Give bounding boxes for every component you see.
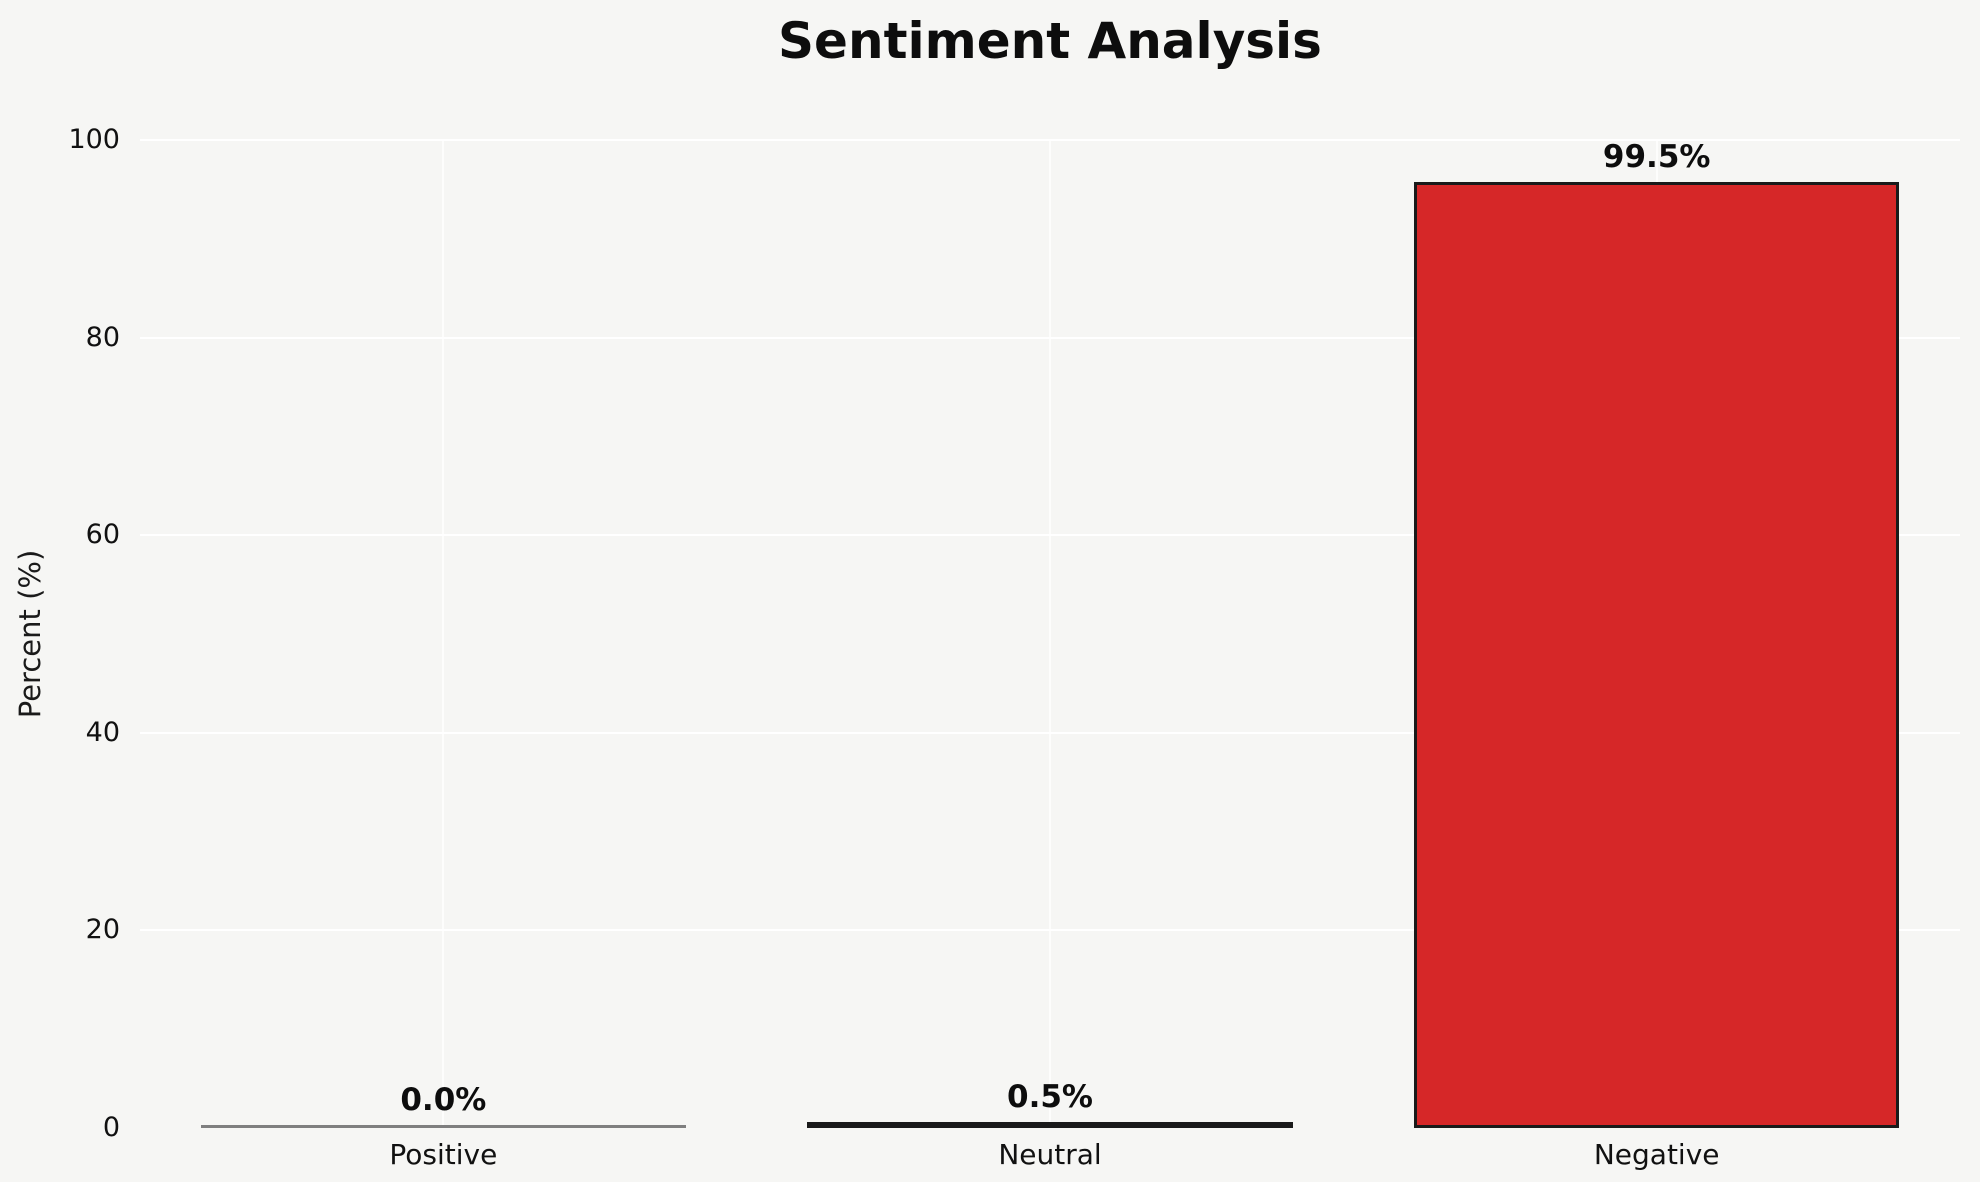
gridline-v-neutral <box>1049 140 1051 1128</box>
y-tick-80: 80 <box>85 321 120 353</box>
y-tick-40: 40 <box>85 716 120 748</box>
bar-value-label-positive: 0.0% <box>400 1081 487 1118</box>
bar-value-label-neutral: 0.5% <box>1007 1078 1093 1115</box>
y-tick-labels: 0 20 40 60 80 100 <box>0 125 120 1143</box>
chart-title: Sentiment Analysis <box>778 12 1322 70</box>
bar-value-label-negative: 99.5% <box>1602 139 1711 175</box>
x-tick-neutral: Neutral <box>998 1138 1102 1171</box>
bar-group-positive: 0.0% <box>140 140 747 1128</box>
bar-negative <box>1414 182 1900 1128</box>
y-tick-0: 0 <box>102 1112 120 1143</box>
y-tick-60: 60 <box>85 519 120 551</box>
y-tick-100: 100 <box>68 124 120 155</box>
bar-group-neutral: 0.5% <box>747 140 1354 1128</box>
bar-neutral <box>807 1122 1293 1128</box>
plot-area: 0.0% 0.5% 99.5% <box>140 139 1960 1128</box>
bar-positive <box>200 1125 686 1128</box>
bars: 0.0% 0.5% 99.5% <box>140 140 1960 1128</box>
gridline-v-positive <box>442 140 445 1128</box>
x-tick-labels: Positive Neutral Negative <box>140 1138 1960 1171</box>
x-tick-negative: Negative <box>1593 1138 1720 1171</box>
y-tick-20: 20 <box>85 914 120 946</box>
bar-group-negative: 99.5% <box>1353 140 1960 1128</box>
x-tick-positive: Positive <box>389 1138 498 1171</box>
